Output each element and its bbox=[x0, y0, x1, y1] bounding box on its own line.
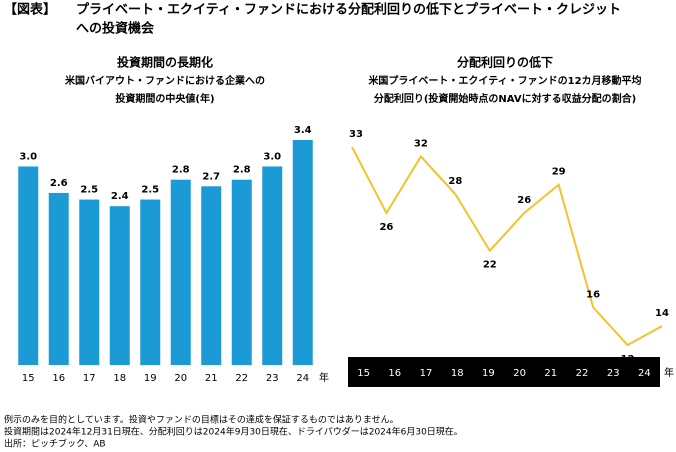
x-tick-label: 18 bbox=[113, 373, 126, 384]
value-label: 28 bbox=[448, 176, 462, 187]
value-label: 14 bbox=[655, 308, 669, 319]
x-tick-label: 17 bbox=[83, 373, 96, 384]
page-title: への投資機会 bbox=[76, 21, 155, 37]
line bbox=[351, 146, 663, 347]
value-label: 29 bbox=[552, 167, 566, 178]
x-tick-label: 17 bbox=[420, 368, 433, 379]
chart-subtitle: 分配利回り(投資開始時点のNAVに対する収益分配の割合) bbox=[374, 92, 636, 105]
figure-label: 【図表】 bbox=[4, 2, 56, 18]
footnote: 出所：ピッチブック、AB bbox=[4, 438, 106, 450]
value-label: 3.0 bbox=[263, 151, 281, 162]
x-tick-label: 16 bbox=[388, 368, 401, 379]
chart-title: 分配利回りの低下 bbox=[457, 55, 553, 70]
bar bbox=[262, 166, 283, 365]
value-label: 2.5 bbox=[80, 185, 98, 196]
value-label: 2.4 bbox=[111, 191, 129, 202]
x-tick-label: 19 bbox=[144, 373, 157, 384]
bar bbox=[140, 199, 161, 365]
value-label: 2.6 bbox=[50, 178, 68, 189]
value-label: 2.8 bbox=[172, 165, 190, 176]
x-tick-label: 15 bbox=[22, 373, 35, 384]
x-tick-label: 20 bbox=[513, 368, 526, 379]
bar bbox=[18, 166, 39, 365]
x-tick-label: 22 bbox=[576, 368, 589, 379]
x-unit: 年 bbox=[664, 366, 674, 379]
bar bbox=[109, 206, 130, 365]
value-label: 2.7 bbox=[202, 171, 220, 182]
x-tick-label: 24 bbox=[296, 373, 309, 384]
value-label: 33 bbox=[349, 129, 363, 140]
x-tick-label: 23 bbox=[607, 368, 620, 379]
chart-subtitle: 米国プライベート・エクイティ・ファンドの12カ月移動平均 bbox=[368, 74, 641, 87]
value-label: 3.0 bbox=[19, 151, 37, 162]
bar bbox=[292, 140, 313, 365]
bar bbox=[170, 179, 191, 365]
chart-subtitle: 米国バイアウト・ファンドにおける企業への bbox=[65, 74, 265, 87]
bar bbox=[231, 179, 252, 365]
bar bbox=[79, 199, 100, 365]
x-tick-label: 20 bbox=[174, 373, 187, 384]
x-tick-label: 19 bbox=[482, 368, 495, 379]
chart-title: 投資期間の長期化 bbox=[117, 55, 213, 70]
x-axis-band bbox=[348, 357, 660, 387]
value-label: 32 bbox=[414, 138, 428, 149]
x-tick-label: 24 bbox=[638, 368, 651, 379]
footnote: 投資期間は2024年12月31日現在、分配利回りは2024年9月30日現在、ドラ… bbox=[4, 426, 463, 438]
chart-subtitle: 投資期間の中央値(年) bbox=[115, 92, 214, 105]
x-tick-label: 16 bbox=[52, 373, 65, 384]
footnote: 例示のみを目的としています。投資やファンドの目標はその達成を保証するものではあり… bbox=[4, 414, 399, 426]
x-tick-label: 21 bbox=[205, 373, 218, 384]
x-tick-label: 18 bbox=[451, 368, 464, 379]
x-tick-label: 15 bbox=[357, 368, 370, 379]
value-label: 3.4 bbox=[294, 125, 312, 136]
x-unit: 年 bbox=[319, 371, 329, 384]
value-label: 22 bbox=[483, 260, 497, 271]
value-label: 2.8 bbox=[233, 165, 251, 176]
x-tick-label: 22 bbox=[235, 373, 248, 384]
bar bbox=[201, 186, 222, 365]
x-tick-label: 21 bbox=[544, 368, 557, 379]
value-label: 26 bbox=[379, 222, 393, 233]
value-label: 26 bbox=[517, 195, 531, 206]
x-tick-label: 23 bbox=[266, 373, 279, 384]
value-label: 12 bbox=[621, 354, 635, 365]
value-label: 2.5 bbox=[141, 185, 159, 196]
value-label: 16 bbox=[586, 289, 600, 300]
page-title: プライベート・エクイティ・ファンドにおける分配利回りの低下とプライベート・クレジ… bbox=[76, 2, 621, 18]
bar bbox=[48, 192, 69, 365]
